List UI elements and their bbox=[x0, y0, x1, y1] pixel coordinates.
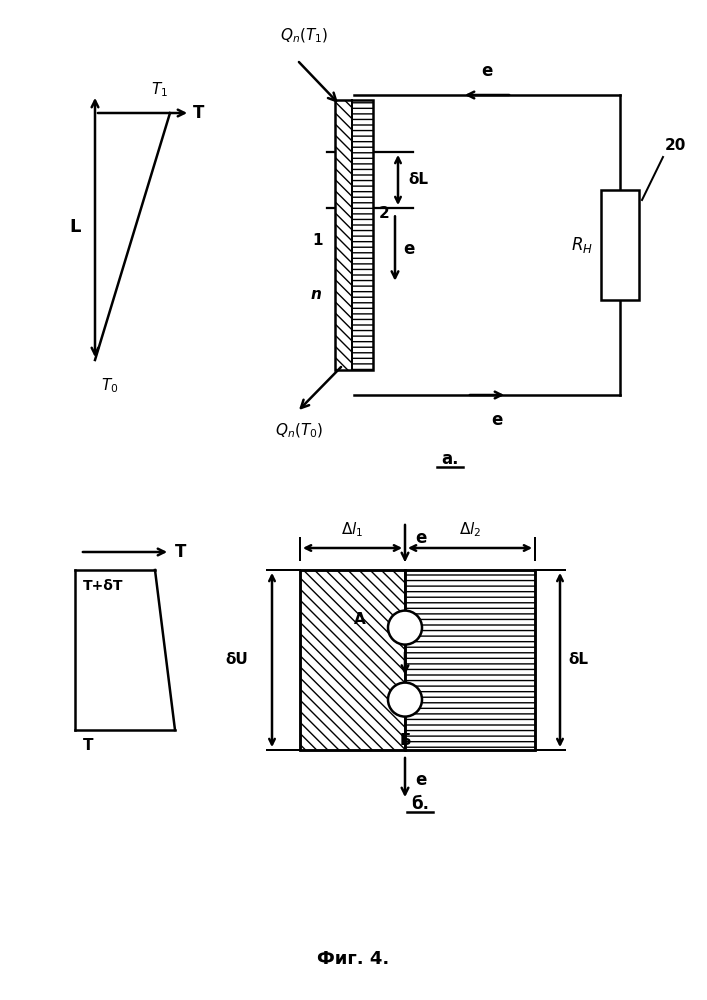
Text: $\Delta l_1$: $\Delta l_1$ bbox=[341, 520, 363, 539]
Text: А: А bbox=[354, 612, 366, 627]
Text: б.: б. bbox=[411, 795, 429, 813]
Text: $T_0$: $T_0$ bbox=[101, 376, 119, 395]
Circle shape bbox=[388, 683, 422, 717]
Text: $Q_n(T_1)$: $Q_n(T_1)$ bbox=[280, 27, 328, 45]
Text: δL: δL bbox=[568, 652, 588, 668]
Text: $\Delta l_2$: $\Delta l_2$ bbox=[459, 520, 481, 539]
Bar bbox=[601, 190, 639, 300]
Text: $R_H$: $R_H$ bbox=[571, 235, 593, 255]
Text: e: e bbox=[481, 62, 493, 80]
Text: T: T bbox=[83, 738, 93, 753]
Text: T+δT: T+δT bbox=[83, 579, 124, 593]
Bar bbox=[300, 570, 405, 750]
Text: T: T bbox=[193, 104, 204, 122]
Bar bbox=[300, 570, 535, 750]
Text: Фиг. 4.: Фиг. 4. bbox=[317, 950, 389, 968]
Text: e: e bbox=[403, 239, 414, 257]
Text: $Q_n(T_0)$: $Q_n(T_0)$ bbox=[275, 422, 323, 440]
Bar bbox=[335, 100, 373, 370]
Text: 2: 2 bbox=[379, 206, 390, 221]
Text: δL: δL bbox=[408, 172, 428, 188]
Circle shape bbox=[388, 611, 422, 645]
Text: $T_1$: $T_1$ bbox=[151, 80, 168, 99]
Bar bbox=[405, 570, 535, 750]
Bar bbox=[352, 100, 373, 370]
Bar bbox=[300, 570, 405, 750]
Text: n: n bbox=[310, 287, 321, 302]
Text: 20: 20 bbox=[665, 138, 686, 153]
Bar bbox=[352, 100, 373, 370]
Bar bbox=[335, 100, 352, 370]
Text: T: T bbox=[175, 543, 187, 561]
Text: 1: 1 bbox=[312, 233, 323, 248]
Text: e: e bbox=[491, 411, 503, 429]
Text: e: e bbox=[415, 771, 426, 789]
Text: Б: Б bbox=[399, 733, 411, 748]
Bar bbox=[405, 570, 535, 750]
Text: а.: а. bbox=[441, 450, 459, 468]
Bar bbox=[335, 100, 352, 370]
Text: e: e bbox=[415, 529, 426, 547]
Text: L: L bbox=[69, 219, 81, 236]
Text: δU: δU bbox=[226, 652, 248, 668]
